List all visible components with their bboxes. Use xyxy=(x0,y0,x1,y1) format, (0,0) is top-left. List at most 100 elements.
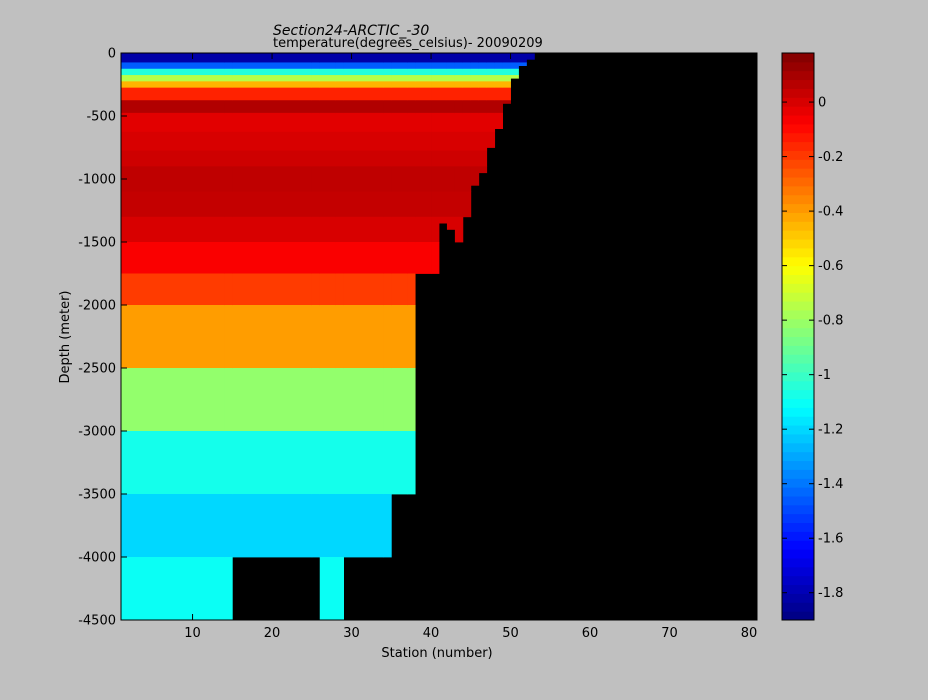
heatmap-cell xyxy=(439,191,448,218)
heatmap-cell xyxy=(224,242,233,274)
heatmap-cell xyxy=(232,112,313,133)
heatmap-cell xyxy=(121,112,225,133)
heatmap-cell xyxy=(121,81,225,89)
colorbar-band xyxy=(782,212,814,222)
heatmap-cell xyxy=(343,87,384,101)
colorbar-band xyxy=(782,407,814,417)
heatmap-cell xyxy=(224,53,233,63)
heatmap-cell xyxy=(224,494,233,558)
heatmap-cell xyxy=(343,368,384,432)
heatmap-cell xyxy=(454,68,464,76)
heatmap-cell xyxy=(311,494,321,558)
colorbar-band xyxy=(782,389,814,400)
colorbar-band xyxy=(782,336,814,346)
heatmap-cell xyxy=(486,87,496,101)
colorbar-band xyxy=(782,575,814,586)
heatmap-cell xyxy=(121,131,225,152)
heatmap-cell xyxy=(319,53,337,63)
heatmap-cell xyxy=(224,305,233,369)
heatmap-cell xyxy=(407,62,416,70)
heatmap-cells xyxy=(121,53,535,620)
heatmap-cell xyxy=(383,62,392,70)
heatmap-cell xyxy=(454,150,464,167)
x-tick-label: 40 xyxy=(423,626,440,641)
heatmap-cell xyxy=(407,68,416,76)
heatmap-cell xyxy=(311,68,321,76)
heatmap-cell xyxy=(343,62,384,70)
heatmap-cell xyxy=(407,75,416,82)
heatmap-cell xyxy=(232,62,313,70)
heatmap-cell xyxy=(431,75,440,82)
heatmap-cell xyxy=(439,166,448,192)
heatmap-cell xyxy=(407,150,416,167)
colorbar-tick-label: -1.4 xyxy=(818,477,843,492)
heatmap-cell xyxy=(407,431,416,495)
heatmap-cell xyxy=(407,305,416,369)
heatmap-cell xyxy=(311,53,321,63)
heatmap-cell xyxy=(319,273,337,306)
heatmap-cell xyxy=(383,150,392,167)
heatmap-cell xyxy=(319,75,337,82)
heatmap-cell xyxy=(311,242,321,274)
colorbar-band xyxy=(782,469,814,479)
colorbar-band xyxy=(782,79,814,89)
colorbar-band xyxy=(782,398,814,408)
colorbar-band xyxy=(782,309,814,320)
heatmap-cell xyxy=(343,166,384,192)
heatmap-cell xyxy=(121,557,225,620)
heatmap-cell xyxy=(431,81,440,89)
heatmap-cell xyxy=(407,53,416,63)
heatmap-cell xyxy=(319,62,337,70)
heatmap-cell xyxy=(383,131,392,152)
heatmap-cell xyxy=(462,62,472,70)
heatmap-cell xyxy=(470,100,480,114)
colorbar: 0 -0.2 -0.4 -0.6 -0.8 -1 -1.2 -1.4 -1.6 -1.8 xyxy=(781,52,843,621)
heatmap-cell xyxy=(502,100,511,104)
heatmap-cell xyxy=(391,191,408,218)
heatmap-cell xyxy=(431,150,440,167)
heatmap-cell xyxy=(446,150,456,167)
heatmap-cell xyxy=(343,431,384,495)
heatmap-cell xyxy=(494,112,503,129)
heatmap-cell xyxy=(121,68,225,76)
heatmap-cell xyxy=(446,100,456,114)
heatmap-cell xyxy=(462,150,472,167)
heatmap-cell xyxy=(121,216,225,243)
heatmap-cell xyxy=(415,75,432,82)
colorbar-band xyxy=(782,132,814,143)
heatmap-cell xyxy=(478,87,488,101)
heatmap-cell xyxy=(335,131,344,152)
heatmap-cell xyxy=(478,81,488,89)
heatmap-cell xyxy=(526,53,535,60)
heatmap-cell xyxy=(232,273,313,306)
heatmap-cell xyxy=(462,131,472,152)
heatmap-cell xyxy=(439,81,448,89)
heatmap-cell xyxy=(407,100,416,114)
heatmap-cell xyxy=(319,100,337,114)
heatmap-cell xyxy=(224,191,233,218)
heatmap-cell xyxy=(407,87,416,101)
heatmap-cell xyxy=(454,53,464,63)
colorbar-tick-label: -1 xyxy=(818,368,831,383)
heatmap-cell xyxy=(121,305,225,369)
heatmap-cell xyxy=(319,68,337,76)
colorbar-band xyxy=(782,425,814,435)
heatmap-cell xyxy=(311,62,321,70)
colorbar-band xyxy=(782,150,814,160)
heatmap-cell xyxy=(391,81,408,89)
heatmap-cell xyxy=(494,100,503,114)
heatmap-cell xyxy=(478,150,488,167)
heatmap-cell xyxy=(486,100,496,114)
heatmap-cell xyxy=(311,112,321,133)
heatmap-cell xyxy=(446,166,456,192)
heatmap-cell xyxy=(311,431,321,495)
heatmap-cell xyxy=(343,305,384,369)
heatmap-cell xyxy=(232,431,313,495)
heatmap-cell xyxy=(518,53,527,63)
heatmap-cell xyxy=(121,150,225,167)
heatmap-cell xyxy=(470,75,480,82)
heatmap-cell xyxy=(232,87,313,101)
heatmap-cell xyxy=(431,68,440,76)
colorbar-band xyxy=(782,433,814,444)
colorbar-band xyxy=(782,123,814,134)
